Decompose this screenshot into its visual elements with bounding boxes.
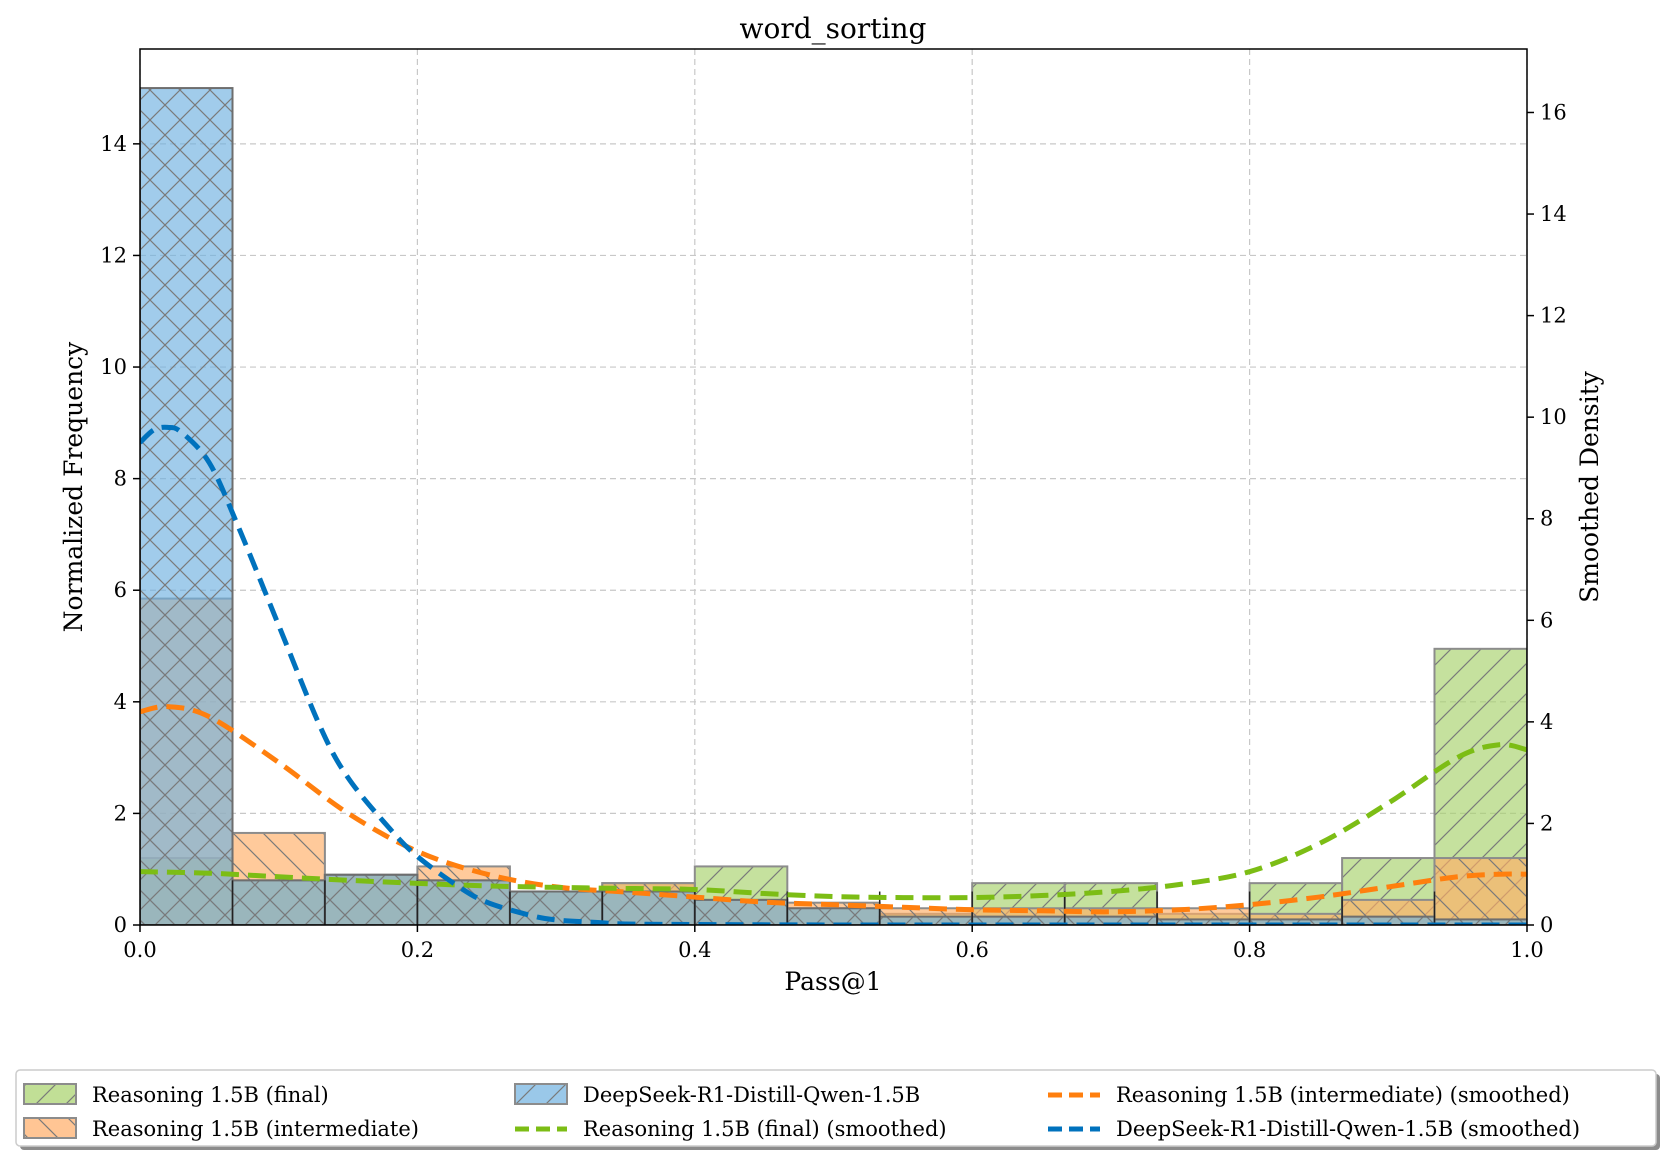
chart-title: word_sorting: [740, 12, 927, 45]
y2-tick-label: 14: [1540, 202, 1567, 226]
x-ticks: 0.0 0.2 0.4 0.6 0.8 1.0: [123, 925, 1544, 962]
x-tick-label: 1.0: [1510, 938, 1543, 962]
y-ticks-left: 0 2 4 6 8 10 12 14: [100, 132, 140, 937]
y-axis-label: Normalized Frequency: [59, 341, 88, 632]
legend-box: [15, 1069, 1657, 1147]
legend-item: DeepSeek-R1-Distill-Qwen-1.5B (smoothed): [1048, 1117, 1580, 1141]
histogram-bar-hatch: [601, 890, 696, 925]
histogram-bar-hatch: [786, 907, 881, 925]
plot-frame: [139, 48, 1528, 926]
legend-label: DeepSeek-R1-Distill-Qwen-1.5B: [583, 1083, 920, 1107]
x-tick-label: 0.0: [123, 938, 156, 962]
y-ticks-right: 0 2 4 6 8 10 12 14 16: [1527, 100, 1567, 937]
y2-tick-label: 12: [1540, 304, 1567, 328]
y2-tick-label: 6: [1540, 608, 1553, 632]
y-tick-label: 2: [114, 801, 127, 825]
y2-tick-label: 4: [1540, 710, 1553, 734]
y2-tick-label: 0: [1540, 913, 1553, 937]
y2-tick-label: 10: [1540, 405, 1567, 429]
legend-swatch-hatch: [23, 1117, 77, 1139]
legend-label: Reasoning 1.5B (final): [92, 1083, 329, 1107]
y-tick-label: 8: [114, 467, 127, 491]
y-tick-label: 10: [100, 355, 127, 379]
smoothed-line-0: [140, 704, 1527, 915]
y-tick-label: 0: [114, 913, 127, 937]
legend-label: DeepSeek-R1-Distill-Qwen-1.5B (smoothed): [1116, 1117, 1580, 1141]
legend-item: Reasoning 1.5B (intermediate): [23, 1117, 419, 1141]
smoothed-line-1: [140, 742, 1527, 901]
x-tick-label: 0.4: [678, 938, 711, 962]
legend-item: Reasoning 1.5B (final): [23, 1083, 329, 1107]
legend-item: Reasoning 1.5B (intermediate) (smoothed): [1048, 1083, 1570, 1107]
x-tick-label: 0.8: [1233, 938, 1266, 962]
y2-axis-label: Smoothed Density: [1575, 370, 1604, 603]
histogram-bar-hatch: [508, 890, 604, 925]
y-tick-label: 4: [114, 690, 127, 714]
smoothed-lines-layer: [140, 424, 1527, 925]
legend-swatch-hatch: [514, 1083, 568, 1105]
y2-tick-label: 16: [1540, 100, 1567, 124]
grid-layer: [139, 49, 1528, 926]
y2-tick-label: 8: [1540, 507, 1553, 531]
legend-label: Reasoning 1.5B (intermediate): [92, 1117, 419, 1141]
y-tick-label: 12: [100, 243, 127, 267]
legend-label: Reasoning 1.5B (final) (smoothed): [583, 1117, 947, 1141]
legend: Reasoning 1.5B (final) Reasoning 1.5B (in…: [15, 1069, 1660, 1150]
y-tick-label: 14: [100, 132, 127, 156]
histogram-bar-hatch: [231, 879, 326, 925]
y2-tick-label: 2: [1540, 811, 1553, 835]
bars-layer: [140, 87, 1527, 925]
legend-items: Reasoning 1.5B (final) Reasoning 1.5B (in…: [23, 1083, 1580, 1141]
histogram-bar-hatch: [1433, 857, 1527, 925]
legend-swatch-hatch: [23, 1083, 77, 1105]
histogram-2: [140, 87, 1527, 925]
x-tick-label: 0.2: [401, 938, 434, 962]
legend-item: DeepSeek-R1-Distill-Qwen-1.5B: [514, 1083, 920, 1107]
y-tick-label: 6: [114, 578, 127, 602]
smoothed-line-2: [140, 424, 1527, 925]
legend-item: Reasoning 1.5B (final) (smoothed): [515, 1117, 947, 1141]
legend-label: Reasoning 1.5B (intermediate) (smoothed): [1116, 1083, 1570, 1107]
histogram-bar-hatch: [140, 87, 234, 925]
x-axis-label: Pass@1: [784, 967, 881, 996]
x-tick-label: 0.6: [955, 938, 988, 962]
